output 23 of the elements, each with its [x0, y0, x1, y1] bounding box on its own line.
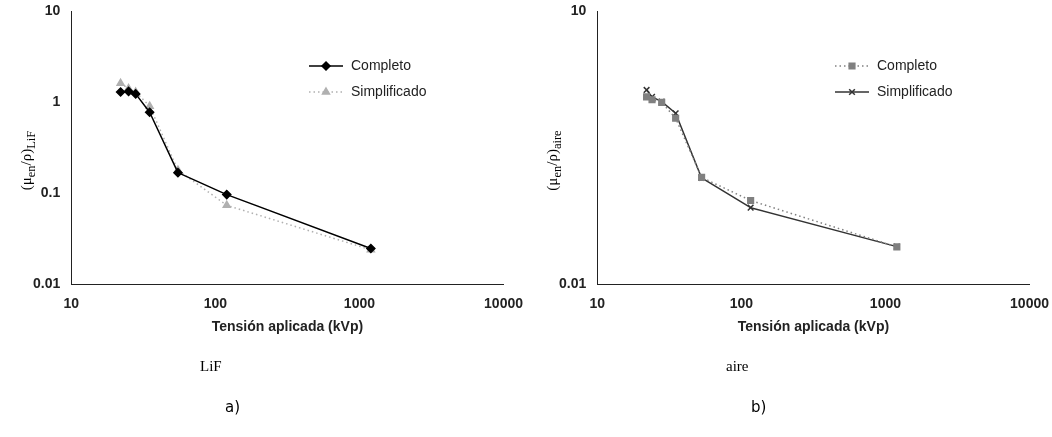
legend-label: Simplificado: [351, 82, 427, 99]
y-tick-label: 0.01: [33, 275, 61, 292]
y-tick-label: 10: [44, 2, 61, 19]
x-tick-label: 1000: [869, 294, 902, 311]
x-tick-label: 10: [63, 294, 80, 311]
x-tick-label: 10: [589, 294, 606, 311]
legend-label: Simplificado: [877, 82, 953, 99]
text: b): [751, 398, 767, 416]
text: LiF: [200, 358, 222, 375]
x-tick-label: 100: [203, 294, 228, 311]
legend-label: Completo: [351, 56, 412, 73]
text: aire: [726, 358, 749, 375]
x-tick-label: 10000: [1010, 294, 1050, 311]
x-tick-label: 100: [729, 294, 754, 311]
x-axis-title: Tensión aplicada (kVp): [211, 318, 364, 335]
x-axis-title: Tensión aplicada (kVp): [737, 318, 890, 335]
y-tick-label: 0.01: [559, 275, 587, 292]
legend-label: Completo: [877, 56, 938, 73]
y-tick-label: 0.1: [40, 184, 61, 201]
text: a): [225, 398, 241, 416]
x-tick-label: 10000: [484, 294, 524, 311]
y-tick-label: 1: [52, 93, 61, 110]
x-tick-label: 1000: [343, 294, 376, 311]
